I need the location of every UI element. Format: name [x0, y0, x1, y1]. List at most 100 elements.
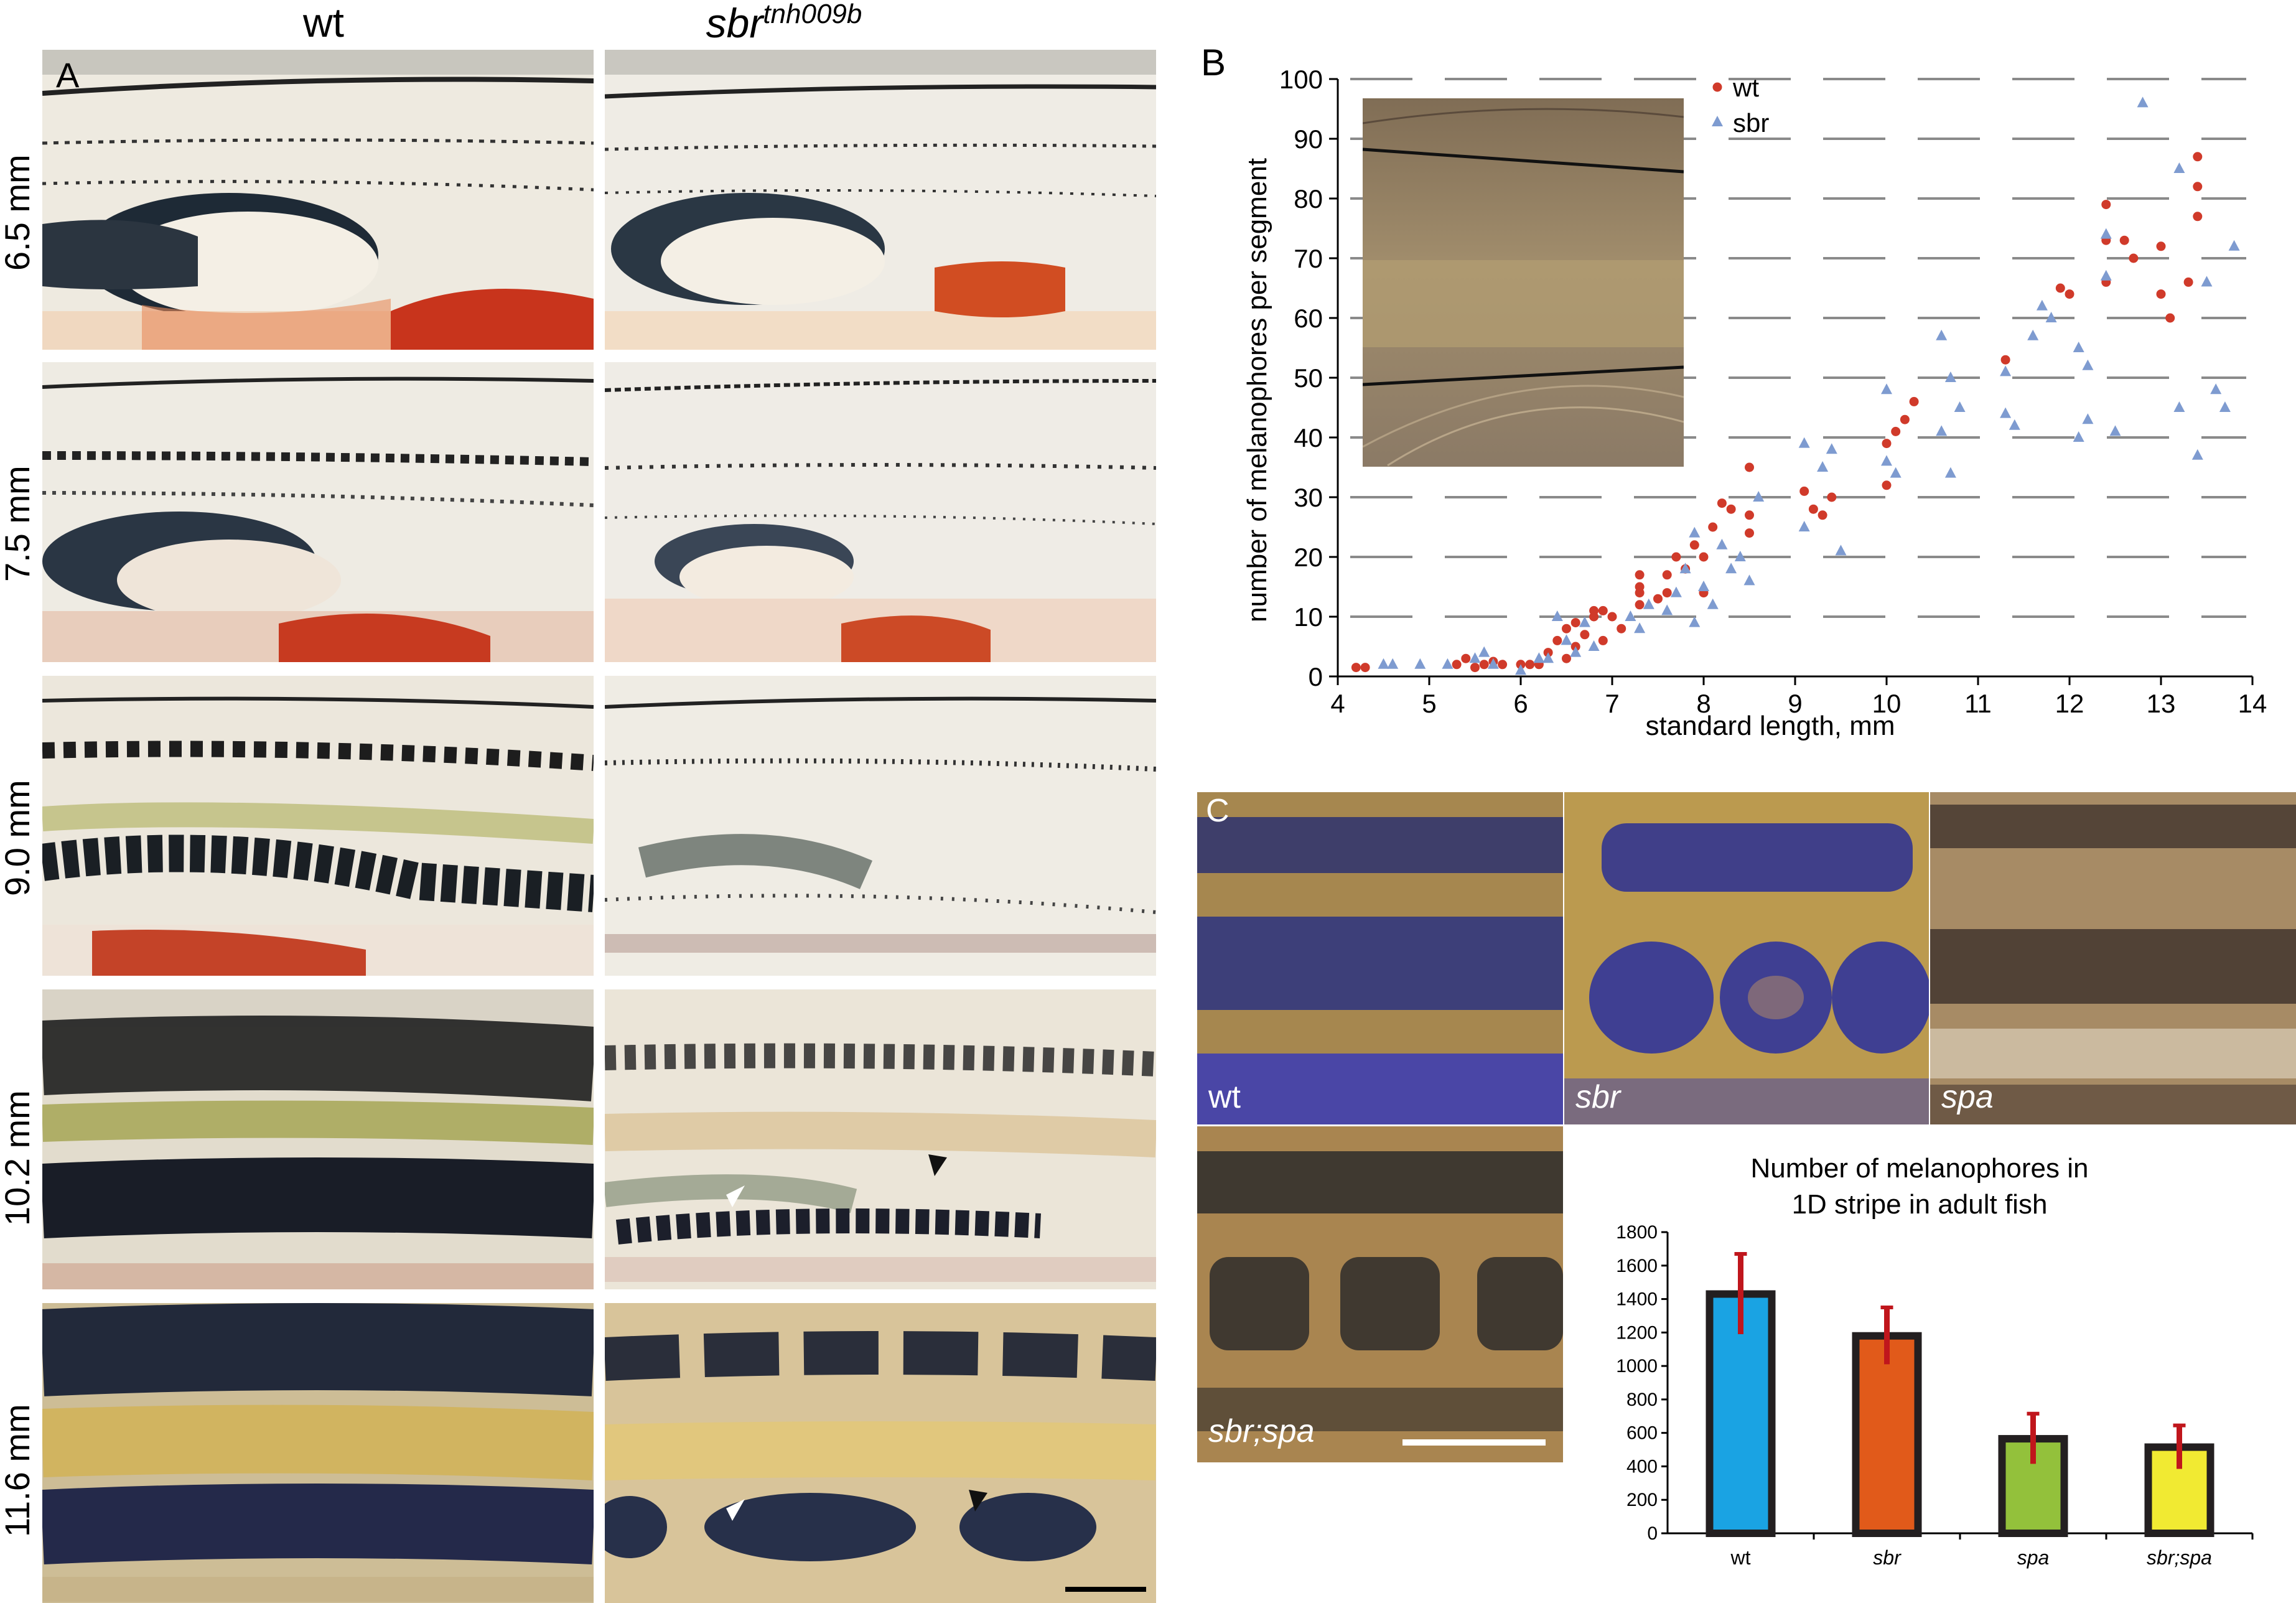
- panel-c-letter: C: [1206, 793, 1230, 829]
- wt-point: [1552, 635, 1562, 645]
- sbr-point: [1936, 425, 1948, 436]
- x-tick-label: 8: [1696, 689, 1710, 718]
- photo-wt-7-5mm: [42, 362, 594, 662]
- sbr-point: [1798, 521, 1810, 531]
- sbr-point: [1698, 581, 1709, 591]
- wt-point: [1525, 660, 1535, 670]
- sbr-point: [1689, 526, 1701, 538]
- x-tick-label: 13: [2147, 689, 2176, 718]
- sbr-point: [2027, 329, 2039, 340]
- sbr-point: [2201, 276, 2213, 287]
- bar-category-label: sbr: [1873, 1546, 1902, 1569]
- sbr-point: [2045, 312, 2057, 322]
- sbr-point: [1835, 544, 1847, 556]
- photo-c-spa-label: spa: [1941, 1079, 1994, 1115]
- y-tick-label: 70: [1294, 244, 1323, 273]
- wt-point: [1570, 618, 1580, 628]
- wt-point: [1900, 414, 1910, 424]
- photo-sbr-9-0mm: [605, 676, 1156, 976]
- wt-point: [1635, 582, 1645, 592]
- sbr-point: [2073, 342, 2084, 352]
- bar-y-tick-label: 400: [1626, 1456, 1658, 1477]
- sbr-point: [1707, 598, 1719, 609]
- wt-point: [1635, 570, 1645, 580]
- wt-point: [1562, 653, 1571, 663]
- photo-c-wt-label: wt: [1208, 1079, 1241, 1115]
- sbr-point: [1515, 664, 1526, 675]
- bar-y-tick-label: 1800: [1616, 1222, 1658, 1243]
- sbr-point: [2137, 96, 2149, 108]
- bar-category-label: wt: [1730, 1546, 1751, 1569]
- wt-point: [1708, 522, 1718, 532]
- x-tick-label: 11: [1964, 689, 1992, 718]
- sbr-point: [2073, 431, 2084, 442]
- sbr-point: [2000, 365, 2012, 376]
- legend-sbr-label: sbr: [1733, 108, 1769, 138]
- wt-point: [1717, 498, 1727, 508]
- bar-y-tick-label: 200: [1626, 1490, 1658, 1510]
- sbr-point: [1881, 455, 1892, 466]
- panel-a-mutant-column-header: sbrtnh009b: [706, 0, 862, 46]
- sbr-point: [1944, 467, 1956, 478]
- sbr-point: [1588, 640, 1600, 651]
- photo-wt-9-0mm: [42, 676, 594, 976]
- photo-sbr-11-6mm: [605, 1303, 1156, 1603]
- bar-y-tick-label: 0: [1647, 1523, 1658, 1544]
- y-tick-label: 20: [1294, 543, 1323, 572]
- panel-a-letter: A: [56, 55, 80, 95]
- wt-point: [1745, 462, 1754, 472]
- sbr-point: [1387, 658, 1399, 669]
- wt-point: [1726, 504, 1736, 514]
- bar-category-label: spa: [2017, 1546, 2050, 1569]
- wt-point: [1598, 635, 1608, 645]
- wt-point: [1653, 594, 1663, 604]
- sbr-point: [1670, 586, 1682, 597]
- sbr-point: [2191, 449, 2203, 460]
- bar-category-label: sbr;spa: [2147, 1546, 2212, 1569]
- sbr-point: [1817, 461, 1829, 472]
- wt-point: [1562, 624, 1571, 633]
- photo-c-sbr-spa-label: sbr;spa: [1208, 1413, 1315, 1449]
- sbr-point: [1798, 437, 1810, 448]
- bar-y-tick-label: 1200: [1616, 1322, 1658, 1343]
- sbr-point: [2000, 407, 2012, 418]
- y-axis-label: number of melanophores per segment: [1242, 158, 1272, 622]
- sbr-point: [2210, 383, 2222, 395]
- sbr-point: [1734, 551, 1746, 561]
- photo-sbr-7-5mm: [605, 362, 1156, 662]
- wt-point: [1909, 396, 1919, 406]
- wt-point: [1745, 510, 1754, 520]
- wt-point: [2000, 355, 2010, 365]
- wt-point: [1745, 528, 1754, 538]
- sbr-point: [2036, 299, 2048, 311]
- x-tick-label: 7: [1605, 689, 1619, 718]
- bar-chart-title-line1: Number of melanophores in: [1751, 1153, 2089, 1184]
- wt-point: [2101, 200, 2111, 210]
- wt-point: [2119, 235, 2129, 245]
- y-tick-label: 0: [1309, 662, 1323, 691]
- wt-point: [1818, 510, 1827, 520]
- wt-point: [1882, 439, 1892, 449]
- bar-sbr: [1852, 1332, 1922, 1537]
- sbr-point: [1643, 598, 1654, 609]
- sbr-point: [1478, 646, 1490, 657]
- wt-point: [1351, 663, 1361, 673]
- sbr-point: [1570, 646, 1582, 657]
- sbr-point: [1469, 652, 1481, 663]
- photo-c-sbr: sbr: [1564, 792, 1929, 1124]
- sbr-point: [1743, 574, 1755, 586]
- y-tick-label: 80: [1294, 184, 1323, 213]
- wt-point: [1598, 605, 1608, 615]
- bar-y-tick-label: 1000: [1616, 1356, 1658, 1376]
- bar-y-tick-label: 1400: [1616, 1289, 1658, 1310]
- wt-point: [1635, 600, 1645, 610]
- photo-c-sbr-spa: sbr;spa: [1197, 1126, 1563, 1462]
- wt-point: [2193, 182, 2203, 192]
- sbr-point: [1954, 401, 1966, 412]
- wt-point: [2193, 152, 2203, 162]
- wt-point: [1461, 653, 1471, 663]
- sbr-point: [1625, 610, 1636, 621]
- sbr-point: [2082, 359, 2094, 370]
- sbr-point: [1881, 383, 1892, 395]
- sbr-point: [1533, 652, 1545, 663]
